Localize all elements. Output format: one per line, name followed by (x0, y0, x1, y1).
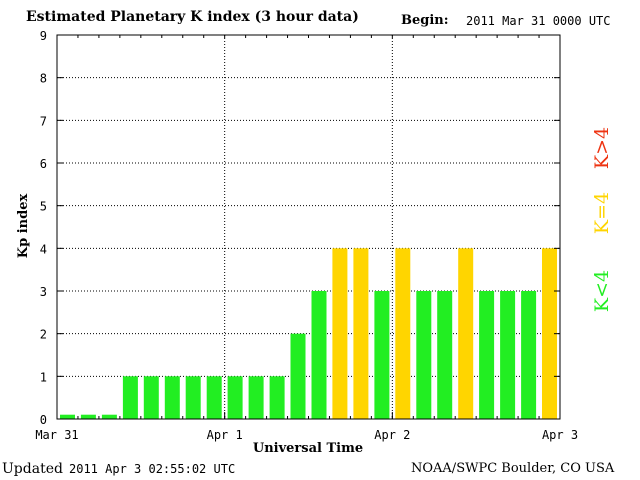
y-axis-title: Kp index (16, 194, 31, 259)
x-tick-label: Mar 31 (35, 428, 78, 442)
bar (143, 376, 159, 419)
bar (521, 291, 537, 419)
legend: K<4 K=4 K>4 (591, 127, 613, 312)
bars (60, 248, 557, 419)
begin-value: 2011 Mar 31 0000 UTC (466, 14, 611, 28)
bar (395, 248, 411, 419)
bar (101, 414, 117, 419)
y-tick-label: 4 (40, 242, 47, 256)
bar (80, 414, 96, 419)
legend-item: K=4 (591, 192, 613, 234)
bar (185, 376, 201, 419)
updated-value: 2011 Apr 3 02:55:02 UTC (69, 462, 236, 476)
y-tick-label: 7 (40, 114, 47, 128)
x-axis-title: Universal Time (253, 441, 363, 456)
bar (164, 376, 180, 419)
bar (269, 376, 285, 419)
y-tick-label: 0 (40, 413, 47, 427)
y-tick-label: 1 (40, 370, 47, 384)
bar (353, 248, 369, 419)
bar (332, 248, 348, 419)
y-tick-label: 6 (40, 157, 47, 171)
credit-text: NOAA/SWPC Boulder, CO USA (411, 461, 615, 476)
x-axis: Mar 31 Apr 1 Apr 2 Apr 3 (35, 412, 578, 442)
bar (542, 248, 557, 419)
bar (479, 291, 495, 419)
bar (248, 376, 264, 419)
bar (311, 291, 327, 419)
bar (374, 291, 390, 419)
y-tick-label: 2 (40, 328, 47, 342)
bar (416, 291, 432, 419)
y-tick-label: 3 (40, 285, 47, 299)
bar (227, 376, 243, 419)
y-axis: 0 1 2 3 4 5 6 7 8 9 (40, 29, 560, 427)
begin-label: Begin: (401, 13, 449, 28)
bar (290, 333, 306, 419)
y-tick-label: 8 (40, 72, 47, 86)
x-tick-label: Apr 1 (207, 428, 243, 442)
bar (437, 291, 453, 419)
y-tick-label: 9 (40, 29, 47, 43)
bar (500, 291, 516, 419)
legend-item: K>4 (591, 127, 613, 169)
x-tick-label: Apr 3 (542, 428, 578, 442)
bar (206, 376, 222, 419)
bar (122, 376, 138, 419)
bar (458, 248, 474, 419)
bar (60, 414, 75, 419)
x-tick-label: Apr 2 (374, 428, 410, 442)
grid-lines (57, 35, 560, 419)
legend-item: K<4 (591, 270, 613, 312)
chart-title: Estimated Planetary K index (3 hour data… (26, 9, 359, 25)
y-tick-label: 5 (40, 200, 47, 214)
updated-label: Updated (2, 461, 63, 477)
